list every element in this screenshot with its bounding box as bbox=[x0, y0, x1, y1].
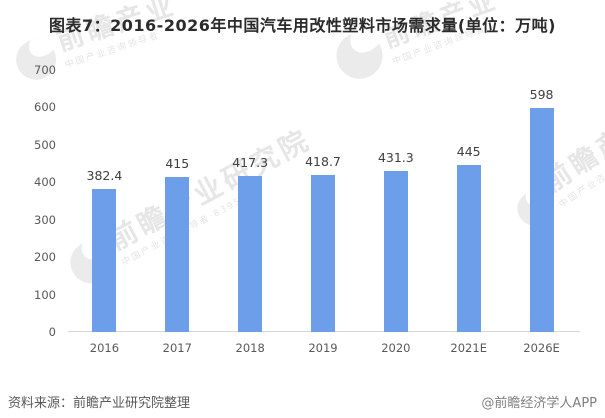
bar-2018 bbox=[238, 176, 263, 332]
x-axis-tick-label: 2026E bbox=[523, 341, 560, 355]
x-axis-tick-label: 2019 bbox=[308, 341, 338, 355]
y-axis-tick-label: 500 bbox=[34, 137, 56, 152]
bar-2019 bbox=[311, 175, 335, 332]
y-axis-tick-label: 300 bbox=[34, 212, 56, 227]
y-axis-tick-label: 400 bbox=[34, 175, 56, 190]
bar-2017 bbox=[165, 177, 190, 332]
x-axis-tick-label: 2021E bbox=[450, 341, 487, 355]
y-axis-tick-label: 700 bbox=[34, 63, 56, 77]
credit-note: @前瞻经济学人APP bbox=[481, 396, 597, 411]
bar-2020 bbox=[383, 171, 408, 332]
x-axis-tick-label: 2017 bbox=[162, 341, 192, 355]
y-axis-tick-label: 200 bbox=[34, 250, 56, 265]
bar-value-label: 598 bbox=[529, 87, 554, 102]
bar-value-label: 382.4 bbox=[86, 168, 123, 183]
bar-value-label: 445 bbox=[456, 144, 481, 159]
chart-title: 图表7：2016-2026年中国汽车用改性塑料市场需求量(单位：万吨) bbox=[49, 16, 556, 35]
x-axis-tick-label: 2018 bbox=[235, 341, 265, 355]
bar-2016 bbox=[92, 189, 117, 332]
bar-value-label: 415 bbox=[165, 156, 190, 171]
source-note: 资料来源：前瞻产业研究院整理 bbox=[8, 396, 191, 411]
x-axis-tick-label: 2020 bbox=[381, 341, 411, 355]
y-axis-tick-label: 100 bbox=[34, 287, 56, 302]
bar-value-label: 418.7 bbox=[305, 154, 341, 169]
y-axis-tick-label: 600 bbox=[34, 100, 56, 115]
x-axis-tick-label: 2016 bbox=[89, 341, 120, 355]
bar-2026E bbox=[529, 108, 554, 332]
bar-2021E bbox=[456, 165, 481, 332]
bar-value-label: 417.3 bbox=[232, 155, 269, 170]
y-axis-tick-label: 0 bbox=[48, 325, 56, 339]
bar-value-label: 431.3 bbox=[377, 150, 414, 165]
